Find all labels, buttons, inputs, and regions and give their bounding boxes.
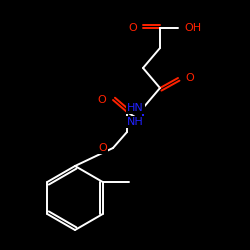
Text: NH: NH (127, 117, 144, 127)
Text: HN: HN (127, 103, 144, 113)
Text: OH: OH (184, 23, 201, 33)
Text: O: O (97, 95, 106, 105)
Text: O: O (128, 23, 137, 33)
Text: O: O (185, 73, 194, 83)
Text: O: O (98, 143, 107, 153)
